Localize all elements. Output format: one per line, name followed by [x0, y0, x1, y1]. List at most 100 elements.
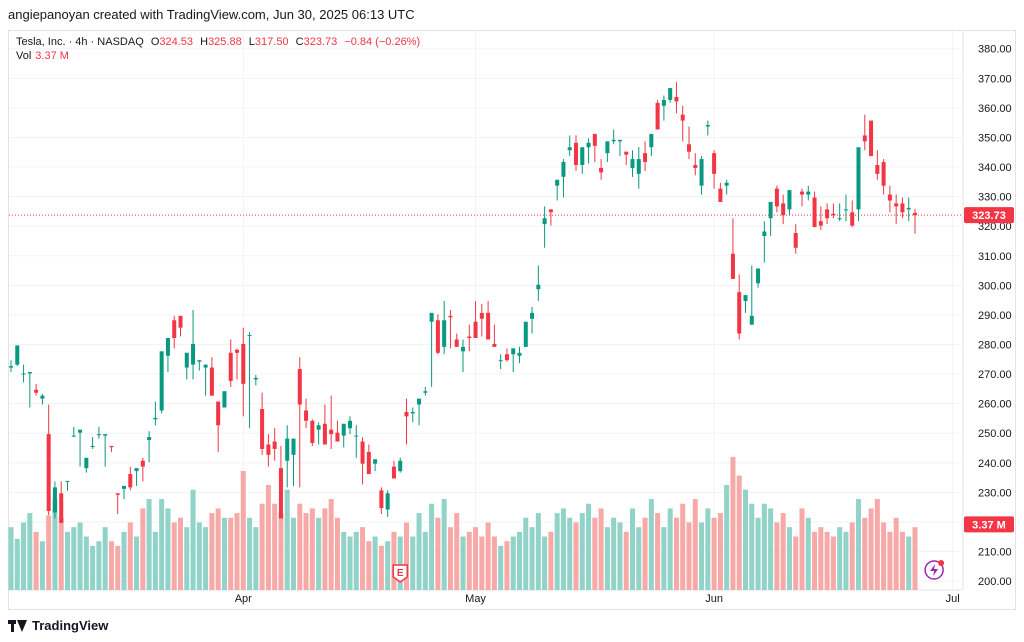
volume-bar: [887, 531, 893, 590]
volume-bar: [655, 513, 661, 590]
high-value: 325.88: [208, 36, 242, 48]
volume-bar: [786, 527, 792, 590]
candle-body: [887, 194, 892, 201]
volume-bar: [837, 527, 843, 590]
footer-brand[interactable]: TradingView: [8, 618, 108, 633]
candle-body: [624, 151, 629, 155]
candle-body: [209, 367, 214, 396]
candle-body: [749, 315, 754, 325]
volume-bar: [71, 527, 77, 590]
volume-bar: [272, 503, 278, 590]
candle-body: [875, 164, 880, 174]
volume-bar: [140, 508, 146, 590]
candle-body: [285, 438, 290, 461]
high-label: H: [200, 36, 209, 48]
volume-bar: [466, 531, 472, 590]
volume-bar: [686, 522, 692, 590]
volume-bar: [523, 517, 529, 590]
volume-bar: [742, 489, 749, 590]
candle-body: [699, 159, 704, 186]
volume-bar: [560, 508, 566, 590]
volume-bar: [90, 545, 96, 590]
candle-body: [341, 423, 346, 436]
candle-body: [109, 445, 114, 448]
y-tick-label: 380.00: [978, 44, 1012, 56]
candle-body: [900, 203, 905, 213]
volume-bar: [372, 536, 378, 590]
candle-body: [542, 218, 547, 225]
candle-body: [46, 434, 51, 512]
low-label: L: [248, 36, 255, 48]
candle-body: [398, 460, 403, 472]
x-tick-label: Apr: [235, 593, 252, 605]
volume-bar: [347, 536, 353, 590]
open-label: O: [150, 36, 160, 48]
volume-bar: [535, 513, 541, 590]
volume-bar: [21, 522, 27, 590]
y-tick-label: 210.00: [978, 547, 1012, 559]
candle-body: [498, 360, 503, 362]
candle-body: [191, 343, 196, 365]
candle-body: [479, 312, 484, 319]
candle-body: [310, 420, 315, 444]
low-value: 317.50: [254, 36, 289, 48]
volume-bar: [353, 531, 359, 590]
candle-body: [592, 133, 597, 146]
volume-bar: [724, 485, 730, 590]
volume-bar: [429, 503, 435, 590]
candle-body: [379, 490, 384, 509]
volume-bar: [121, 531, 127, 590]
volume-bar: [454, 513, 460, 590]
candle-body: [448, 315, 453, 318]
earnings-marker-label: E: [397, 568, 404, 579]
volume-bar: [849, 522, 855, 590]
volume-bar: [598, 508, 604, 590]
candle-body: [787, 190, 792, 210]
candle-body: [762, 231, 767, 236]
candle-body: [241, 343, 246, 384]
candle-body: [693, 164, 698, 168]
y-tick-label: 280.00: [978, 340, 1012, 352]
header-bar: angiepanoyan created with TradingView.co…: [0, 0, 1024, 30]
close-value: 323.73: [303, 36, 338, 48]
candle-body: [216, 401, 221, 426]
tradingview-logo-icon: [8, 619, 27, 632]
volume-bar: [284, 489, 290, 590]
volume-bar: [648, 499, 654, 590]
candle-body: [630, 159, 635, 168]
candle-body: [52, 487, 57, 513]
volume-bar: [247, 517, 253, 590]
candle-body: [517, 352, 522, 356]
candle-body: [555, 179, 560, 186]
volume-bar: [749, 503, 755, 590]
candle-body: [661, 99, 666, 106]
candle-body: [605, 141, 610, 154]
volume-bar: [366, 541, 372, 590]
volume-bar: [460, 536, 466, 590]
volume-bar: [447, 527, 453, 590]
volume-bar: [435, 517, 441, 590]
candle-body: [843, 209, 848, 211]
volume-bar: [64, 531, 71, 590]
candle-body: [442, 320, 447, 347]
volume-bar: [510, 536, 516, 590]
candle-body: [881, 162, 886, 186]
volume-bar: [378, 545, 384, 590]
volume-bar: [171, 522, 177, 590]
volume-bar: [115, 545, 121, 590]
candle-body: [856, 147, 861, 210]
candle-body: [103, 434, 108, 436]
volume-bar: [290, 517, 297, 590]
volume-bar: [278, 513, 284, 590]
volume-bar: [253, 527, 259, 590]
candle-body: [291, 438, 296, 455]
volume-bar: [498, 545, 504, 590]
candle-body: [304, 410, 309, 421]
volume-bar: [360, 527, 366, 590]
candle-body: [59, 493, 64, 523]
candle-body: [492, 343, 497, 347]
volume-bar: [391, 531, 397, 590]
volume-bar: [642, 517, 648, 590]
volume-bar: [818, 527, 824, 590]
